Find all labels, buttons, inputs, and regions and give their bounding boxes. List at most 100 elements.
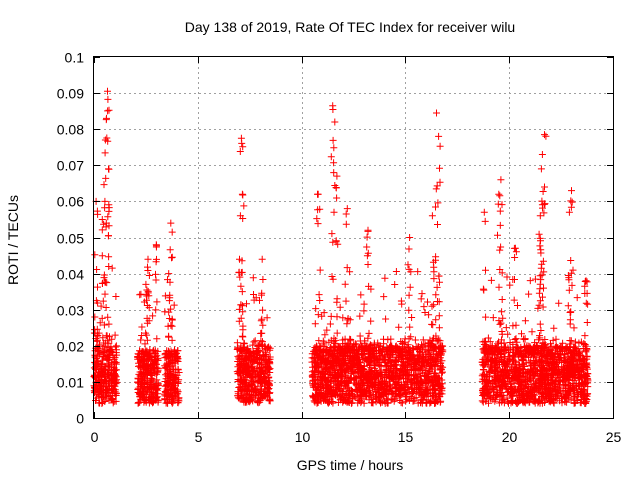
data-point [316,297,324,304]
data-point [246,387,254,395]
y-tick-label: 0.04 [57,267,84,283]
data-point [482,266,489,274]
data-point [101,136,109,144]
data-point [166,278,174,286]
data-point [405,306,413,314]
grid-lines [94,57,613,418]
data-point [141,370,149,378]
data-point [107,347,115,355]
data-point [105,232,112,240]
data-point [147,397,155,405]
data-point [542,132,550,140]
data-point [436,142,444,150]
data-point [432,291,440,299]
data-point [411,336,419,344]
data-point [238,347,246,355]
data-point [581,332,589,340]
data-point [535,230,543,238]
data-point [436,278,443,286]
y-tick-label: 0.05 [57,231,84,247]
data-point [512,335,520,343]
data-point [151,365,159,373]
data-point [100,220,108,228]
data-point [365,329,373,337]
data-point [550,324,558,332]
data-point [93,365,101,373]
data-point [330,144,338,152]
data-point [239,143,247,151]
data-point [246,372,254,379]
data-point [96,319,104,327]
data-points [90,87,592,407]
data-point [105,204,113,212]
data-point [266,397,274,405]
data-point [238,139,246,147]
data-point [153,255,160,263]
data-point [245,357,253,365]
data-point [103,386,110,394]
data-point [537,246,545,254]
data-point [98,226,106,234]
y-axis-label: ROTI / TECUs [5,195,21,285]
data-point [103,378,111,386]
data-point [263,314,271,322]
data-point [262,358,270,366]
data-point [480,208,488,216]
data-point [419,336,427,344]
data-point [170,351,178,359]
data-point [435,324,443,332]
data-point [238,359,246,367]
data-point [539,188,547,195]
data-point [102,304,110,311]
data-point [94,283,101,291]
data-point [99,398,107,406]
data-point [104,107,112,115]
data-point [262,348,269,356]
data-point [98,372,106,380]
data-point [144,255,152,263]
data-point [240,397,248,405]
data-point [112,293,120,300]
data-point [236,148,244,155]
data-point [333,172,341,180]
data-point [165,333,173,341]
data-point [252,356,260,363]
data-point [311,320,319,328]
data-point [433,283,441,291]
data-point [113,376,120,384]
data-point [326,320,334,328]
data-point [243,300,250,308]
data-point [236,357,244,365]
data-point [145,352,152,360]
data-point [242,366,250,374]
data-point [382,315,390,323]
data-point [100,393,108,401]
data-point [135,352,143,360]
data-point [91,326,99,334]
data-point [170,301,178,309]
data-point [406,234,414,241]
data-point [259,306,267,314]
data-point [111,343,119,351]
data-point [489,314,497,322]
data-point [94,390,102,398]
data-point [100,274,108,282]
data-point [153,298,161,306]
data-point [138,323,146,331]
data-point [97,367,105,375]
x-tick-label: 15 [398,429,414,445]
data-point [408,314,416,321]
data-point [360,399,368,407]
data-point [496,192,504,200]
data-point [364,261,372,268]
data-point [152,276,160,284]
data-point [319,337,327,345]
data-point [244,345,252,353]
data-point [142,398,150,406]
data-point [169,368,177,376]
data-point [266,360,274,368]
data-point [102,116,110,124]
data-point [265,374,273,382]
data-point [537,327,545,334]
